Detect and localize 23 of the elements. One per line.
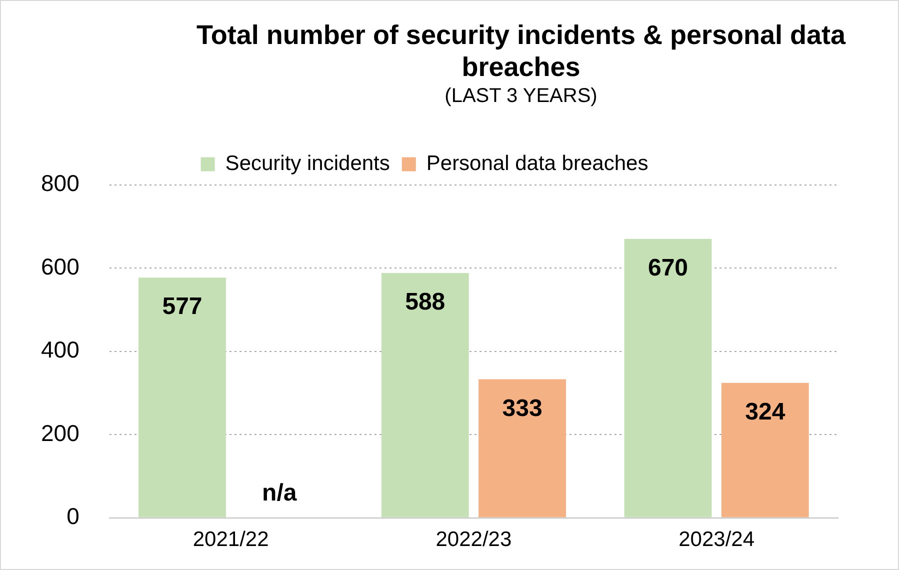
data-label: 333	[502, 394, 542, 422]
x-tick-label: 2023/24	[678, 528, 755, 552]
x-tick-label: 2022/23	[436, 528, 512, 552]
legend-label: Personal data breaches	[426, 152, 648, 176]
y-tick-label: 200	[41, 420, 80, 446]
bar	[381, 273, 469, 518]
bar	[138, 278, 226, 518]
data-label: 324	[745, 398, 786, 426]
bar	[624, 238, 712, 518]
x-tick-label: 2021/22	[192, 528, 269, 552]
chart-title: Total number of security incidents & personal data breaches	[195, 19, 847, 83]
data-label: 588	[405, 288, 446, 316]
bar	[478, 379, 566, 518]
text: n/a	[262, 479, 297, 506]
data-label: 670	[648, 254, 688, 282]
chart-subtitle: (LAST 3 YEARS)	[444, 85, 598, 108]
data-label: 577	[162, 293, 202, 320]
y-tick-label: 800	[41, 170, 80, 196]
y-tick-label: 600	[41, 253, 80, 280]
y-tick-label: 400	[41, 336, 80, 363]
legend-label: Security incidents	[225, 152, 390, 176]
bar	[721, 382, 809, 518]
y-tick-label: 0	[66, 503, 80, 530]
